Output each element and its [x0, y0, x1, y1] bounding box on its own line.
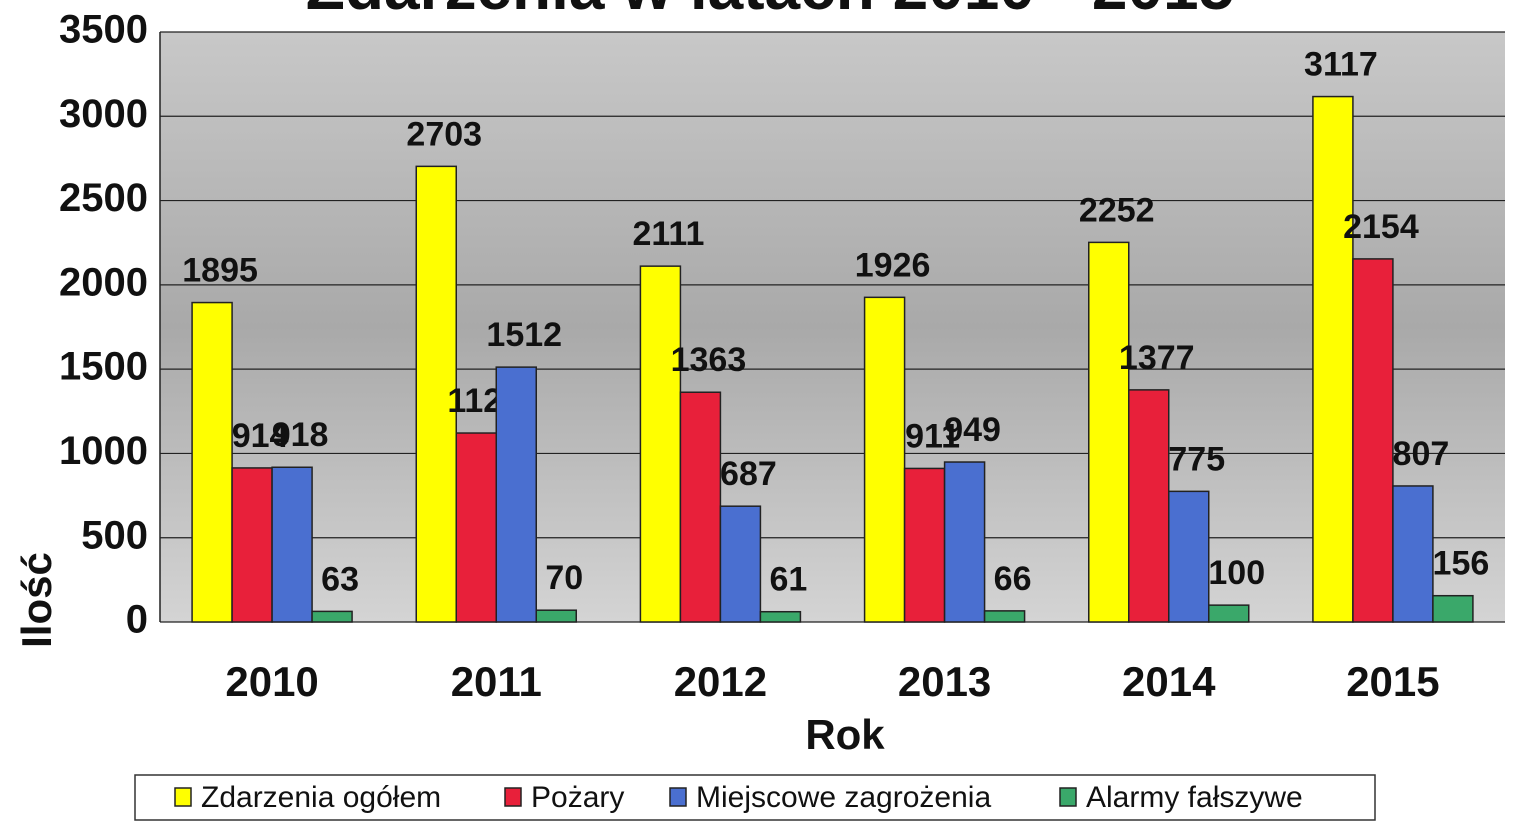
- x-tick-label: 2010: [225, 658, 318, 705]
- bar: [1088, 241, 1130, 623]
- y-tick-label: 2500: [59, 176, 148, 220]
- bar: [455, 432, 497, 623]
- bar: [1208, 604, 1250, 623]
- legend-swatch: [669, 787, 687, 807]
- bar: [943, 461, 986, 623]
- x-tick-label: 2015: [1346, 658, 1439, 705]
- x-axis-label: Rok: [805, 711, 885, 758]
- value-label: 1895: [182, 252, 258, 290]
- bar: [759, 610, 802, 623]
- value-label: 914: [232, 417, 289, 455]
- bar: [1312, 95, 1354, 623]
- plot-area: [160, 32, 1505, 622]
- value-label: 63: [321, 560, 359, 598]
- bar: [719, 505, 762, 623]
- bar: [1432, 594, 1474, 623]
- legend: [134, 774, 1376, 821]
- value-label: 1377: [1119, 339, 1195, 377]
- value-label: 156: [1433, 545, 1490, 583]
- legend-swatch: [174, 787, 192, 807]
- value-label: 2154: [1343, 208, 1419, 246]
- bar: [1392, 485, 1434, 623]
- value-label: 918: [272, 416, 329, 454]
- legend-swatch: [1059, 787, 1077, 807]
- bar: [231, 467, 273, 623]
- x-tick-label: 2012: [674, 658, 767, 705]
- y-axis-label: Ilość: [13, 552, 60, 648]
- x-tick-label: 2014: [1122, 658, 1216, 705]
- bar: [1128, 389, 1170, 623]
- value-label: 2111: [632, 215, 704, 253]
- value-label: 949: [944, 411, 1001, 449]
- bar: [1352, 258, 1394, 623]
- value-label: 911: [905, 417, 960, 455]
- bar: [535, 609, 577, 623]
- bar: [191, 301, 233, 623]
- chart-title: Zdarzenia w latach 2010 - 2015: [306, 0, 1234, 23]
- legend-label: Zdarzenia ogółem: [201, 781, 441, 814]
- bar: [983, 610, 1026, 623]
- y-tick-label: 2000: [59, 260, 148, 304]
- bar: [903, 467, 946, 623]
- y-tick-label: 3500: [59, 8, 148, 52]
- value-label: 66: [994, 560, 1032, 598]
- x-tick-label: 2011: [451, 658, 542, 705]
- value-label: 1512: [486, 316, 562, 354]
- bar: [415, 165, 457, 623]
- bar: [311, 610, 353, 623]
- bar: [679, 391, 722, 623]
- value-label: 687: [720, 455, 777, 493]
- value-label: 1363: [671, 341, 747, 379]
- value-label: 2252: [1079, 191, 1155, 229]
- y-tick-label: 1000: [59, 429, 148, 473]
- value-label: 775: [1168, 440, 1225, 478]
- legend-label: Alarmy fałszywe: [1086, 781, 1303, 814]
- value-label: 807: [1393, 435, 1450, 473]
- value-label: 2703: [406, 115, 482, 153]
- x-tick-label: 2013: [898, 658, 991, 705]
- y-tick-label: 0: [126, 598, 148, 642]
- value-label: 3117: [1304, 46, 1378, 84]
- legend-swatch: [504, 787, 522, 807]
- bar: [271, 466, 313, 623]
- value-label: 100: [1208, 554, 1265, 592]
- bar: [1168, 490, 1210, 623]
- bar: [639, 265, 682, 623]
- legend-label: Pożary: [531, 781, 624, 814]
- legend-label: Miejscowe zagrożenia: [696, 781, 991, 814]
- value-label: 1926: [855, 246, 931, 284]
- bar: [863, 296, 906, 623]
- value-label: 61: [770, 561, 808, 599]
- y-tick-label: 3000: [59, 92, 148, 136]
- value-label: 70: [545, 559, 583, 597]
- bar: [495, 366, 537, 623]
- y-tick-label: 500: [81, 513, 148, 557]
- y-tick-label: 1500: [59, 345, 148, 389]
